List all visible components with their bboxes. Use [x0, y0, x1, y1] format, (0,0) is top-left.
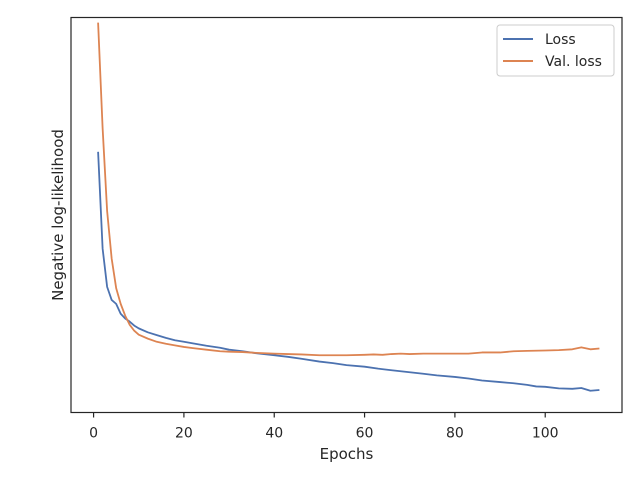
x-tick-label: 60 — [356, 426, 374, 442]
legend-label-loss: Loss — [545, 32, 576, 48]
legend-box — [496, 24, 615, 77]
series-lines — [97, 22, 600, 392]
x-tick-label: 80 — [446, 426, 464, 442]
x-tick-label: 0 — [89, 426, 98, 442]
series-line-val-loss — [97, 22, 600, 357]
x-tick-label: 40 — [265, 426, 283, 442]
x-tick-label: 20 — [175, 426, 193, 442]
x-axis-label: Epochs — [320, 445, 374, 463]
x-tick-label: 100 — [532, 426, 559, 442]
y-axis-label: Negative log-likelihood — [49, 129, 67, 301]
x-axis-ticks: 0 20 40 60 80 100 — [89, 412, 559, 442]
legend-label-val-loss: Val. loss — [545, 54, 602, 70]
plot-frame — [70, 16, 623, 414]
legend: Loss Val. loss — [496, 24, 615, 77]
series-line-loss — [97, 151, 600, 392]
